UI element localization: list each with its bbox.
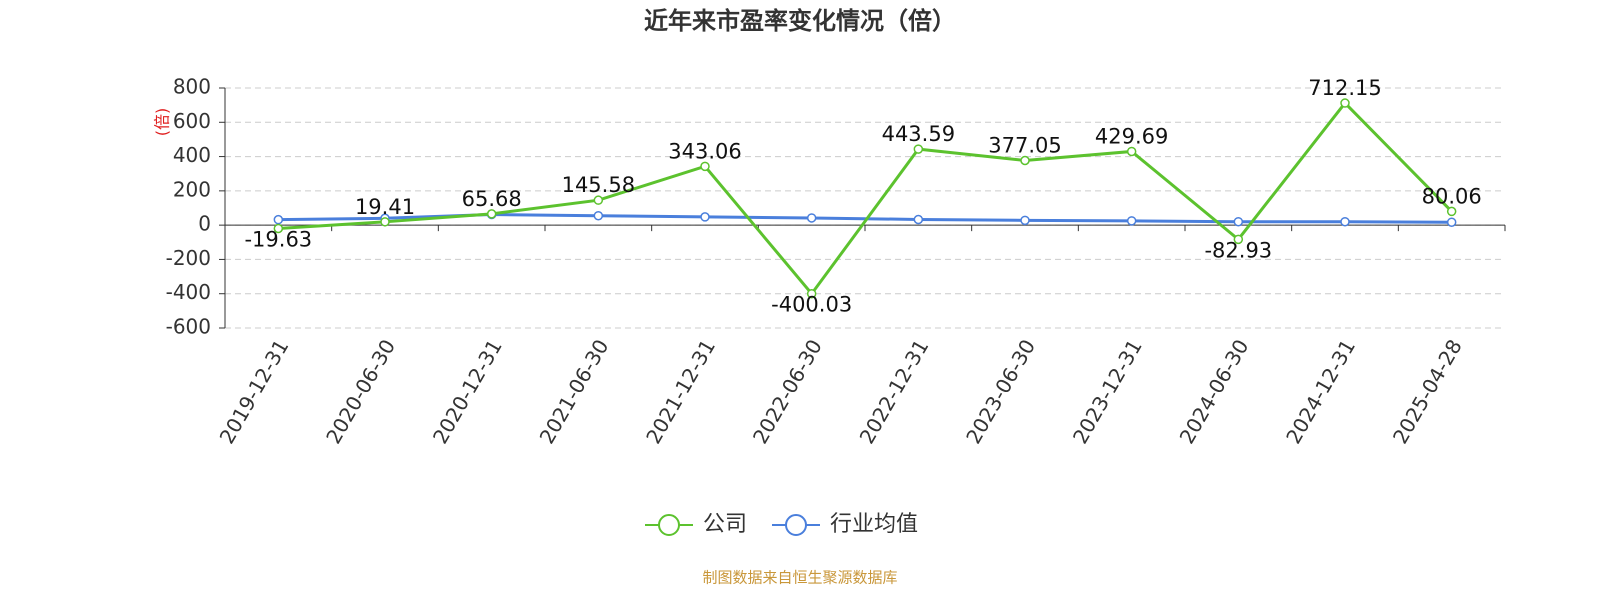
data-label: 712.15 (1308, 76, 1381, 100)
x-tick-label: 2021-06-30 (535, 335, 614, 448)
data-point (1233, 234, 1244, 245)
data-label: -400.03 (771, 293, 852, 317)
data-label: -19.63 (244, 228, 312, 252)
x-tick-label: 2023-06-30 (961, 335, 1040, 448)
data-label: 443.59 (882, 122, 955, 146)
data-point (486, 209, 497, 219)
y-tick-label: 400 (173, 143, 211, 167)
y-axis-label: (倍) (153, 108, 172, 137)
data-point (1446, 206, 1457, 217)
data-label: 343.06 (668, 139, 741, 163)
data-point (1126, 216, 1137, 226)
x-tick-label: 2023-12-31 (1068, 335, 1147, 448)
data-point (806, 213, 817, 223)
data-point (380, 217, 390, 227)
y-tick-label: 0 (198, 212, 211, 236)
data-point (806, 288, 817, 299)
data-point (700, 161, 710, 172)
x-tick-label: 2024-12-31 (1281, 335, 1360, 448)
data-point (593, 195, 604, 205)
y-tick-label: 800 (173, 75, 211, 99)
x-tick-label: 2020-06-30 (321, 335, 400, 448)
x-tick-label: 2022-06-30 (748, 335, 827, 448)
source-note: 制图数据来自恒生聚源数据库 (702, 569, 897, 587)
data-point (1340, 216, 1350, 227)
data-point (1126, 146, 1137, 157)
data-point (1340, 98, 1350, 108)
y-tick-label: -600 (166, 315, 211, 339)
legend-label: 公司 (703, 512, 747, 537)
y-tick-label: -400 (166, 280, 211, 304)
x-tick-label: 2020-12-31 (428, 335, 507, 448)
series-line (278, 100, 1453, 297)
data-point (593, 210, 604, 221)
y-tick-label: -200 (166, 246, 211, 270)
x-tick-label: 2024-06-30 (1175, 335, 1254, 448)
legend-marker (785, 514, 807, 536)
legend-marker (658, 514, 680, 536)
data-point (273, 214, 284, 225)
y-tick-label: 600 (173, 109, 211, 133)
data-label: 429.69 (1095, 124, 1168, 148)
data-point (1020, 155, 1030, 166)
data-point (1020, 215, 1030, 226)
x-tick-label: 2025-04-28 (1388, 335, 1467, 448)
data-label: 19.41 (355, 195, 415, 219)
legend-label: 行业均值 (830, 512, 918, 537)
x-tick-label: 2022-12-31 (855, 335, 934, 448)
data-point (273, 223, 284, 234)
data-label: 377.05 (988, 134, 1061, 158)
data-point (1446, 217, 1457, 227)
chart-title: 近年来市盈率变化情况（倍） (644, 7, 956, 35)
y-tick-label: 200 (173, 177, 211, 201)
data-point (913, 144, 924, 154)
data-point (1233, 216, 1244, 227)
data-label: 80.06 (1422, 184, 1482, 208)
data-label: 65.68 (462, 187, 522, 211)
data-label: -82.93 (1204, 238, 1272, 262)
x-tick-label: 2019-12-31 (215, 335, 294, 448)
x-tick-label: 2021-12-31 (641, 335, 720, 448)
data-point (700, 212, 710, 222)
data-label: 145.58 (562, 173, 635, 197)
data-point (913, 214, 924, 225)
